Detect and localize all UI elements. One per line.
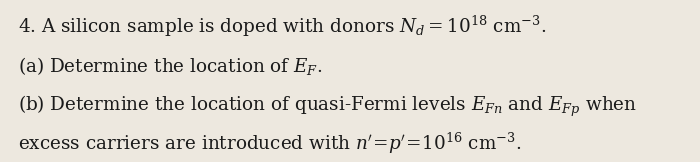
Text: (b) Determine the location of quasi-Fermi levels $E_{Fn}$ and $E_{Fp}$ when: (b) Determine the location of quasi-Ferm…	[18, 94, 636, 119]
Text: 4. A silicon sample is doped with donors $N_d = 10^{18}$ cm$^{-3}$.: 4. A silicon sample is doped with donors…	[18, 13, 546, 39]
Text: (a) Determine the location of $E_F$.: (a) Determine the location of $E_F$.	[18, 55, 322, 77]
Text: excess carriers are introduced with $n'\!=\!p'\!=\!10^{16}$ cm$^{-3}$.: excess carriers are introduced with $n'\…	[18, 131, 521, 156]
